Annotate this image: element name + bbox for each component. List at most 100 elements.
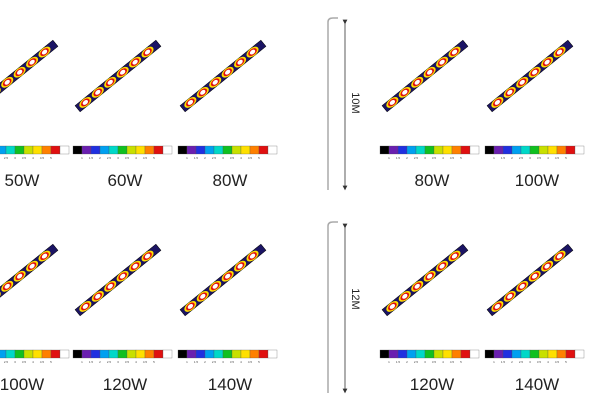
scale-label: 2.5 [414, 360, 419, 364]
contour [507, 89, 513, 95]
scale-cell [415, 349, 426, 359]
contour [29, 263, 35, 269]
scale-label: 3 [424, 156, 426, 160]
contour [225, 273, 231, 279]
scale-label: 4 [442, 156, 444, 160]
contour [402, 89, 408, 95]
scale-label: 4 [135, 360, 137, 364]
scale-cell [397, 145, 408, 155]
scale-label: 1.5 [396, 360, 401, 364]
scale-cell [231, 349, 242, 359]
scale-cell [574, 349, 585, 359]
contour [237, 59, 243, 65]
scale-cell [72, 145, 83, 155]
scale-cell [484, 349, 495, 359]
scale-label: 2.5 [212, 156, 217, 160]
scale-cell [424, 145, 435, 155]
scale-cell [153, 349, 164, 359]
scale-label: 2.5 [414, 156, 419, 160]
scale-label: 5 [460, 360, 462, 364]
scale-label: 1.5 [194, 360, 199, 364]
scale-label: 4.5 [143, 360, 148, 364]
scale-cell [213, 349, 224, 359]
scale-cell [99, 145, 110, 155]
scale-label: 4.5 [40, 156, 45, 160]
scale-label: 4 [547, 156, 549, 160]
scale-cell [162, 145, 173, 155]
contour [494, 303, 501, 309]
scale-cell [59, 145, 70, 155]
scale-label: 4 [442, 360, 444, 364]
scale-cell [469, 145, 480, 155]
scale-cell [195, 349, 206, 359]
contour [494, 99, 501, 105]
contour [82, 99, 89, 105]
scale-cell [502, 349, 513, 359]
scale-label: 3.5 [432, 156, 437, 160]
contour [187, 303, 194, 309]
contour [82, 303, 89, 309]
scale-cell [547, 145, 558, 155]
scale-label: 4 [240, 360, 242, 364]
scale-cell [556, 145, 567, 155]
scale-cell [520, 145, 531, 155]
scale-cell [451, 145, 462, 155]
scale-label: 1 [81, 156, 83, 160]
scale-label: 2 [204, 156, 206, 160]
pole-height: 12M [349, 288, 361, 309]
scale-cell [529, 145, 540, 155]
scale-label: 3.5 [125, 360, 130, 364]
contour [556, 49, 563, 55]
scale-label: 5 [460, 156, 462, 160]
contour [144, 253, 151, 259]
power-label: 100W [515, 171, 559, 190]
contour [200, 89, 206, 95]
power-label: 140W [208, 375, 252, 394]
scale-cell [415, 145, 426, 155]
scale-cell [135, 349, 146, 359]
scale-label: 4.5 [248, 156, 253, 160]
panel: 1 1.5 2 2.5 3 3.5 4 4.5 5 140W [177, 243, 278, 394]
scale-cell [99, 349, 110, 359]
scale-cell [442, 349, 453, 359]
scale-label: 5 [258, 156, 260, 160]
scale-label: 2 [406, 360, 408, 364]
scale-cell [23, 145, 34, 155]
scale-label: 4 [32, 156, 34, 160]
scale-cell [511, 145, 522, 155]
contour [132, 59, 138, 65]
scale-cell [451, 349, 462, 359]
contour [519, 79, 525, 85]
contour [107, 79, 113, 85]
scale-label: 4 [547, 360, 549, 364]
scale-label: 3.5 [537, 360, 542, 364]
contour [120, 69, 126, 75]
scale-label: 2 [406, 156, 408, 160]
scale-label: 4.5 [450, 156, 455, 160]
scale-cell [433, 145, 444, 155]
scale-label: 2.5 [107, 156, 112, 160]
scale-cell [520, 349, 531, 359]
scale-cell [493, 349, 504, 359]
panel: 1 1.5 2 2.5 3 3.5 4 4.5 5 60W [72, 39, 173, 190]
scale-cell [565, 145, 576, 155]
scale-cell [195, 145, 206, 155]
scale-label: 3 [117, 360, 119, 364]
scale-label: 4.5 [143, 156, 148, 160]
scale-cell [388, 145, 399, 155]
scale-cell [574, 145, 585, 155]
contour [225, 69, 231, 75]
scale-label: 1.5 [89, 156, 94, 160]
scale-label: 4.5 [40, 360, 45, 364]
scale-cell [388, 349, 399, 359]
scale-label: 2.5 [4, 360, 9, 364]
scale-label: 1 [81, 360, 83, 364]
scale-label: 1 [388, 156, 390, 160]
scale-cell [249, 349, 260, 359]
scale-label: 5 [50, 156, 52, 160]
scale-cell [32, 145, 43, 155]
scale-cell [547, 349, 558, 359]
scale-cell [538, 145, 549, 155]
scale-label: 1 [388, 360, 390, 364]
